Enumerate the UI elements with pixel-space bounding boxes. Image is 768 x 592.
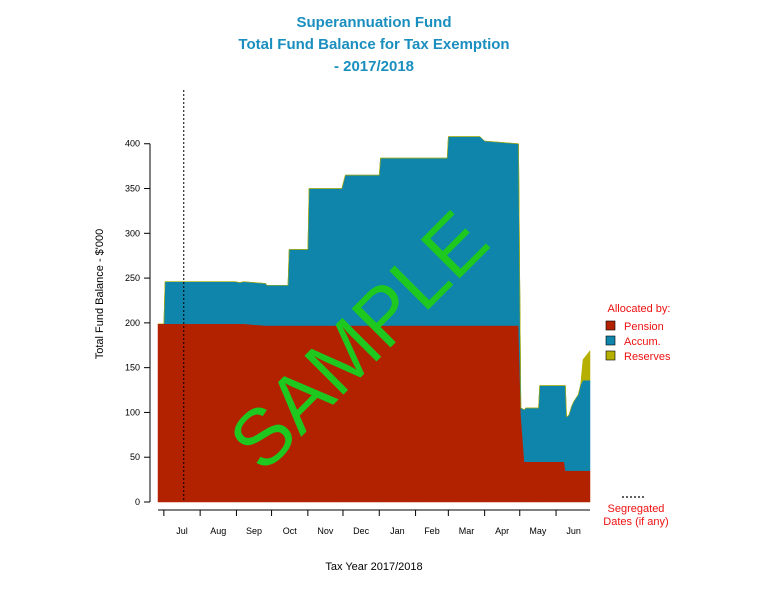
y-tick-label: 150: [125, 363, 140, 373]
chart-title-line-2: Total Fund Balance for Tax Exemption: [238, 36, 509, 53]
y-axis-title: Total Fund Balance - $'000: [94, 229, 106, 360]
legend-swatch-accum: [605, 335, 616, 346]
legend-segregated-label-2: Dates (if any): [603, 516, 668, 528]
x-tick-label: Feb: [424, 526, 440, 536]
x-tick-label: Dec: [353, 526, 370, 536]
y-tick-label: 100: [125, 407, 140, 417]
x-tick-label: Jun: [566, 526, 581, 536]
chart-title-line-1: Superannuation Fund: [297, 14, 452, 31]
y-tick-label: 300: [125, 228, 140, 238]
x-tick-label: Aug: [210, 526, 226, 536]
y-tick-label: 0: [135, 497, 140, 507]
legend-label-pension: Pension: [624, 321, 664, 333]
chart-title-line-3: - 2017/2018: [334, 58, 414, 75]
x-tick-label: May: [529, 526, 547, 536]
y-tick-label: 350: [125, 184, 140, 194]
x-tick-label: Mar: [459, 526, 475, 536]
y-axis: 0 50 100 150 200 250 300 350 400: [125, 139, 151, 507]
legend-segregated-label-1: Segregated: [608, 503, 665, 515]
stacked-areas: [157, 136, 591, 503]
legend-label-accum: Accum.: [624, 336, 661, 348]
x-tick-label: Sep: [246, 526, 262, 536]
area-reserves: [158, 136, 591, 418]
x-axis: Jul Aug Sep Oct Nov Dec Jan Feb Mar Apr May Jun: [158, 509, 590, 536]
legend-swatch-reserves: [605, 350, 616, 361]
y-tick-label: 400: [125, 139, 140, 149]
y-tick-label: 200: [125, 318, 140, 328]
y-tick-label: 250: [125, 273, 140, 283]
y-tick-label: 50: [130, 452, 140, 462]
legend: Allocated by: Pension Accum. Reserves Se…: [603, 303, 671, 528]
x-tick-label: Jan: [390, 526, 405, 536]
x-tick-label: Nov: [317, 526, 334, 536]
legend-swatch-pension: [605, 320, 616, 331]
legend-title: Allocated by:: [608, 303, 671, 315]
x-tick-label: Jul: [176, 526, 188, 536]
x-tick-label: Oct: [283, 526, 298, 536]
x-tick-label: Apr: [495, 526, 509, 536]
legend-label-reserves: Reserves: [624, 351, 671, 363]
x-axis-title: Tax Year 2017/2018: [325, 561, 422, 573]
